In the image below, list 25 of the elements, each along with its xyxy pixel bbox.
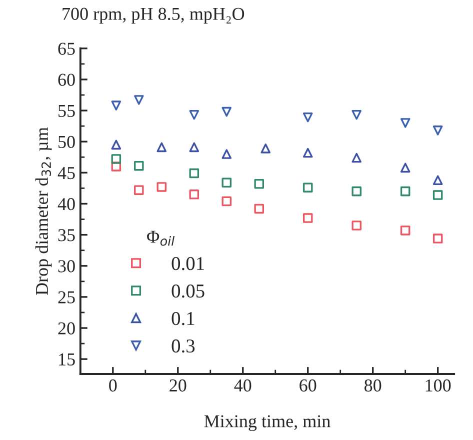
legend-label: 0.1 [172,312,194,326]
y-tick-label: 40 [58,198,75,210]
y-axis-title: Drop diameter d$_{32}$, µm [35,127,52,295]
y-tick-label: 30 [58,260,75,272]
x-axis-title: Mixing time, min [204,415,330,432]
y-tick-label: 25 [58,291,75,304]
y-tick-label: 20 [58,322,75,334]
x-tick-label: 0 [109,379,117,392]
legend-title: Φ$_{oil}$ [147,230,175,246]
x-tick-label: 100 [426,379,451,392]
legend-label: 0.3 [172,339,195,353]
legend-label: 0.01 [172,257,204,270]
chart-title: 700 rpm, pH 8.5, mpH₂O [62,8,244,24]
y-tick-label: 15 [59,353,75,366]
y-tick-label: 35 [58,229,75,242]
y-tick-label: 60 [58,74,75,86]
x-tick-label: 20 [170,379,186,392]
x-tick-label: 40 [234,379,252,392]
y-tick-label: 65 [58,42,75,55]
y-tick-label: 55 [58,104,75,117]
y-tick-label: 45 [58,167,75,180]
x-tick-label: 80 [364,379,382,392]
legend-label: 0.05 [172,284,204,298]
x-tick-label: 60 [300,379,316,392]
y-tick-label: 50 [58,136,75,148]
